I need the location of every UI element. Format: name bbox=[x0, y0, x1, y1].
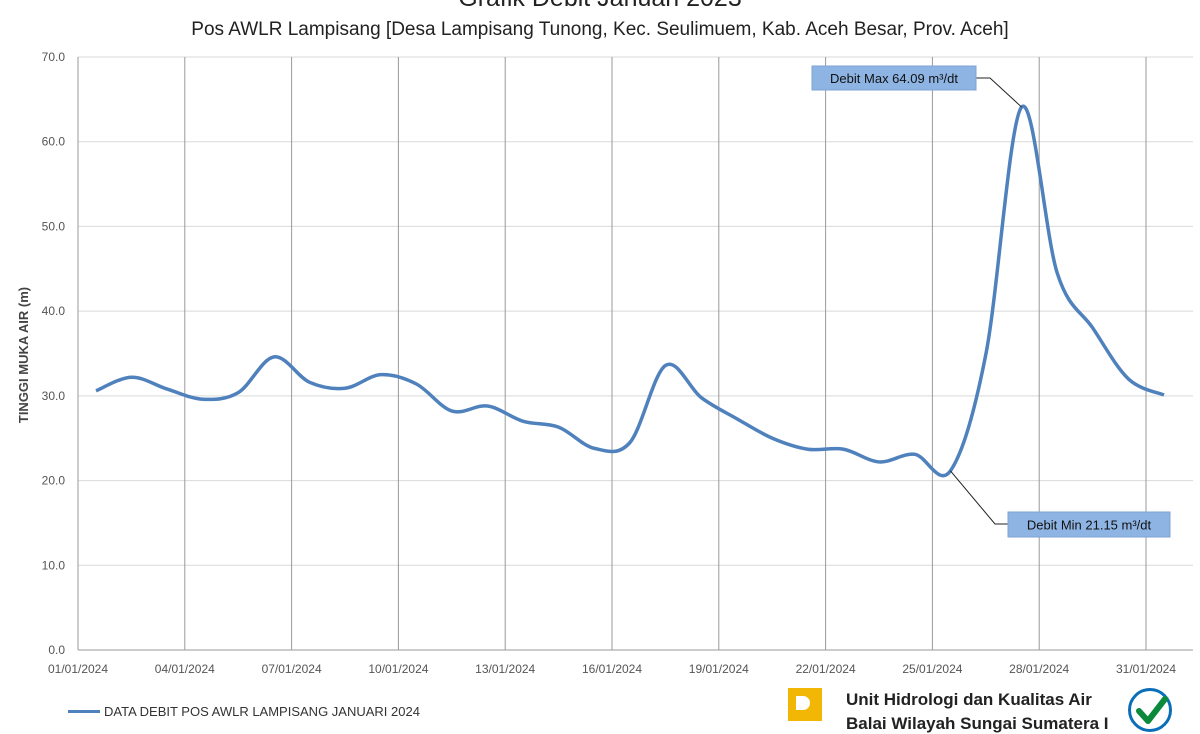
pupr-logo bbox=[788, 688, 834, 728]
annotation-leader bbox=[976, 77, 1022, 108]
y-tick-label: 10.0 bbox=[42, 558, 66, 572]
x-tick-label: 19/01/2024 bbox=[689, 662, 749, 676]
x-tick-label: 16/01/2024 bbox=[582, 662, 642, 676]
chart-subtitle: Pos AWLR Lampisang [Desa Lampisang Tunon… bbox=[191, 19, 1009, 40]
annotation-box bbox=[811, 65, 977, 91]
series-line-debit bbox=[95, 104, 1165, 478]
y-tick-label: 40.0 bbox=[42, 304, 66, 318]
y-tick-label: 0.0 bbox=[48, 643, 65, 657]
legend: DATA DEBIT POS AWLR LAMPISANG JANUARI 20… bbox=[68, 704, 420, 719]
x-tick-label: 07/01/2024 bbox=[262, 662, 322, 676]
logo-text-line1: Unit Hidrologi dan Kualitas Air bbox=[846, 690, 1092, 709]
pupr-logo-cutout bbox=[796, 696, 810, 710]
y-tick-label: 20.0 bbox=[42, 474, 66, 488]
annotation-box bbox=[1007, 511, 1171, 538]
logo-text-line2: Balai Wilayah Sungai Sumatera I bbox=[846, 714, 1109, 733]
x-tick-label: 13/01/2024 bbox=[475, 662, 535, 676]
y-tick-label: 60.0 bbox=[42, 135, 66, 149]
y-tick-label: 70.0 bbox=[42, 50, 66, 64]
checkmark-icon bbox=[1136, 696, 1168, 724]
annotation-leader bbox=[950, 470, 1008, 525]
annotation-label: Debit Min 21.15 m³/dt bbox=[1027, 518, 1152, 533]
x-tick-label: 22/01/2024 bbox=[796, 662, 856, 676]
legend-series-label: DATA DEBIT POS AWLR LAMPISANG JANUARI 20… bbox=[104, 704, 420, 719]
legend-line-swatch bbox=[68, 710, 100, 713]
annotation-label: Debit Max 64.09 m³/dt bbox=[830, 71, 958, 86]
x-tick-label: 25/01/2024 bbox=[902, 662, 962, 676]
y-tick-label: 50.0 bbox=[42, 219, 66, 233]
x-tick-label: 04/01/2024 bbox=[155, 662, 215, 676]
x-tick-label: 31/01/2024 bbox=[1116, 662, 1176, 676]
x-tick-label: 10/01/2024 bbox=[368, 662, 428, 676]
x-tick-label: 01/01/2024 bbox=[48, 662, 108, 676]
y-axis-label: TINGGI MUKA AIR (m) bbox=[16, 287, 31, 423]
chart-title: Grafik Debit Januari 2023 bbox=[0, 0, 1200, 13]
y-tick-label: 30.0 bbox=[42, 389, 66, 403]
x-tick-label: 28/01/2024 bbox=[1009, 662, 1069, 676]
iso-badge bbox=[1128, 688, 1172, 732]
